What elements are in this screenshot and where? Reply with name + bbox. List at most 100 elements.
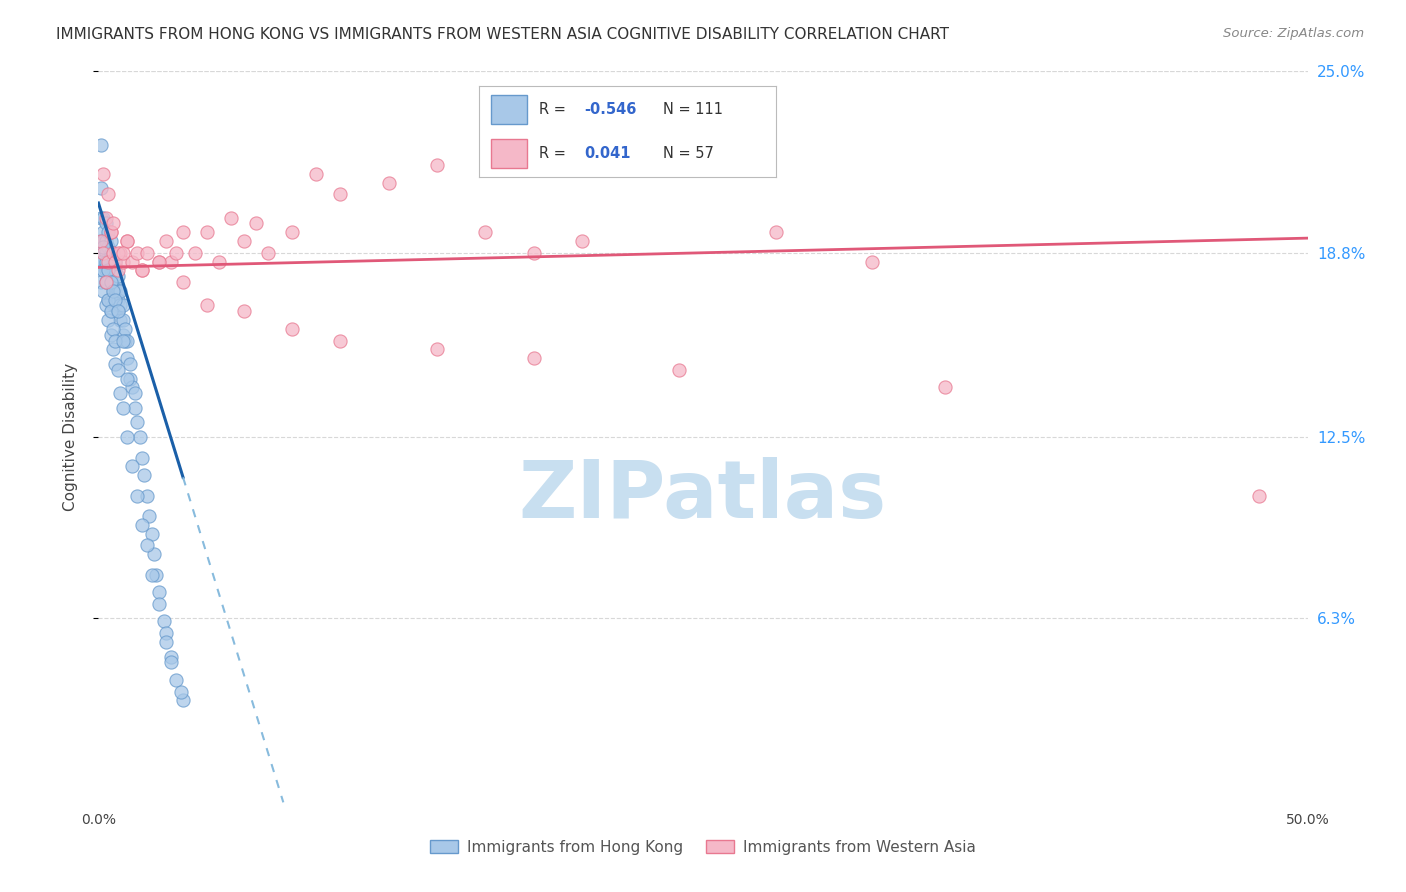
Point <box>100 225 122 239</box>
Point <box>100 304 122 318</box>
Point <box>124 386 146 401</box>
Point <box>101 284 124 298</box>
Point <box>91 240 114 254</box>
Point <box>135 538 157 552</box>
Point <box>765 225 787 239</box>
Point <box>117 351 139 365</box>
Point <box>101 245 124 260</box>
Point <box>104 275 127 289</box>
Point <box>101 298 124 312</box>
Point <box>148 254 170 268</box>
Point <box>94 298 117 312</box>
Y-axis label: Cognitive Disability: Cognitive Disability <box>63 363 77 511</box>
Point <box>523 351 546 365</box>
Point <box>97 225 120 239</box>
Point <box>108 313 131 327</box>
Point <box>571 234 593 248</box>
Point <box>329 187 352 202</box>
Point <box>101 275 124 289</box>
Point <box>97 254 120 268</box>
Point <box>121 380 143 394</box>
Point <box>131 517 153 532</box>
Point <box>114 334 136 348</box>
Point <box>108 386 131 401</box>
Point <box>305 167 328 181</box>
Point <box>94 275 117 289</box>
Point <box>107 284 129 298</box>
Point <box>104 254 127 268</box>
Text: IMMIGRANTS FROM HONG KONG VS IMMIGRANTS FROM WESTERN ASIA COGNITIVE DISABILITY C: IMMIGRANTS FROM HONG KONG VS IMMIGRANTS … <box>56 27 949 42</box>
Point <box>97 263 120 277</box>
Point <box>141 567 163 582</box>
Point <box>108 298 131 312</box>
Point <box>97 275 120 289</box>
Point <box>118 357 141 371</box>
Point <box>134 468 156 483</box>
Point <box>281 322 304 336</box>
Point <box>184 245 207 260</box>
Point <box>152 615 174 629</box>
Point <box>97 313 120 327</box>
Point <box>127 489 149 503</box>
Point <box>107 293 129 307</box>
Point <box>91 284 114 298</box>
Point <box>104 263 127 277</box>
Point <box>208 254 231 268</box>
Point <box>104 357 127 371</box>
Point <box>94 254 117 268</box>
Point <box>101 245 124 260</box>
Point <box>111 327 134 342</box>
Point <box>1249 489 1271 503</box>
Point <box>195 298 218 312</box>
Point <box>90 181 112 195</box>
Point <box>100 225 122 239</box>
Point <box>131 450 153 465</box>
Point <box>94 275 117 289</box>
Point <box>155 626 177 640</box>
Point <box>91 245 114 260</box>
Point <box>90 137 112 152</box>
Point <box>101 322 124 336</box>
Point <box>131 263 153 277</box>
Point <box>107 269 129 284</box>
Point <box>94 275 117 289</box>
Point <box>523 245 546 260</box>
Point <box>124 401 146 415</box>
Point <box>148 597 170 611</box>
Point <box>281 225 304 239</box>
Point <box>104 293 127 307</box>
Point <box>97 293 120 307</box>
Point <box>148 585 170 599</box>
Point <box>127 245 149 260</box>
Point <box>172 275 194 289</box>
Point <box>232 304 254 318</box>
Point <box>107 245 129 260</box>
Point <box>117 334 139 348</box>
Point <box>138 509 160 524</box>
Point <box>114 322 136 336</box>
Point <box>131 263 153 277</box>
Point <box>135 489 157 503</box>
Point <box>860 254 883 268</box>
Point <box>195 225 218 239</box>
Point <box>256 245 278 260</box>
Point <box>101 263 124 277</box>
Point <box>104 284 127 298</box>
Point <box>111 298 134 312</box>
Point <box>91 234 114 248</box>
Point <box>107 363 129 377</box>
Point <box>135 245 157 260</box>
Point <box>127 416 149 430</box>
Point <box>117 371 139 385</box>
Point <box>245 217 267 231</box>
Point <box>232 234 254 248</box>
Point <box>91 263 114 277</box>
Point <box>94 263 117 277</box>
Point <box>160 649 183 664</box>
Point <box>934 380 956 394</box>
Point <box>100 304 122 318</box>
Point <box>91 263 114 277</box>
Point <box>221 211 243 225</box>
Point <box>668 363 690 377</box>
Point <box>111 334 134 348</box>
